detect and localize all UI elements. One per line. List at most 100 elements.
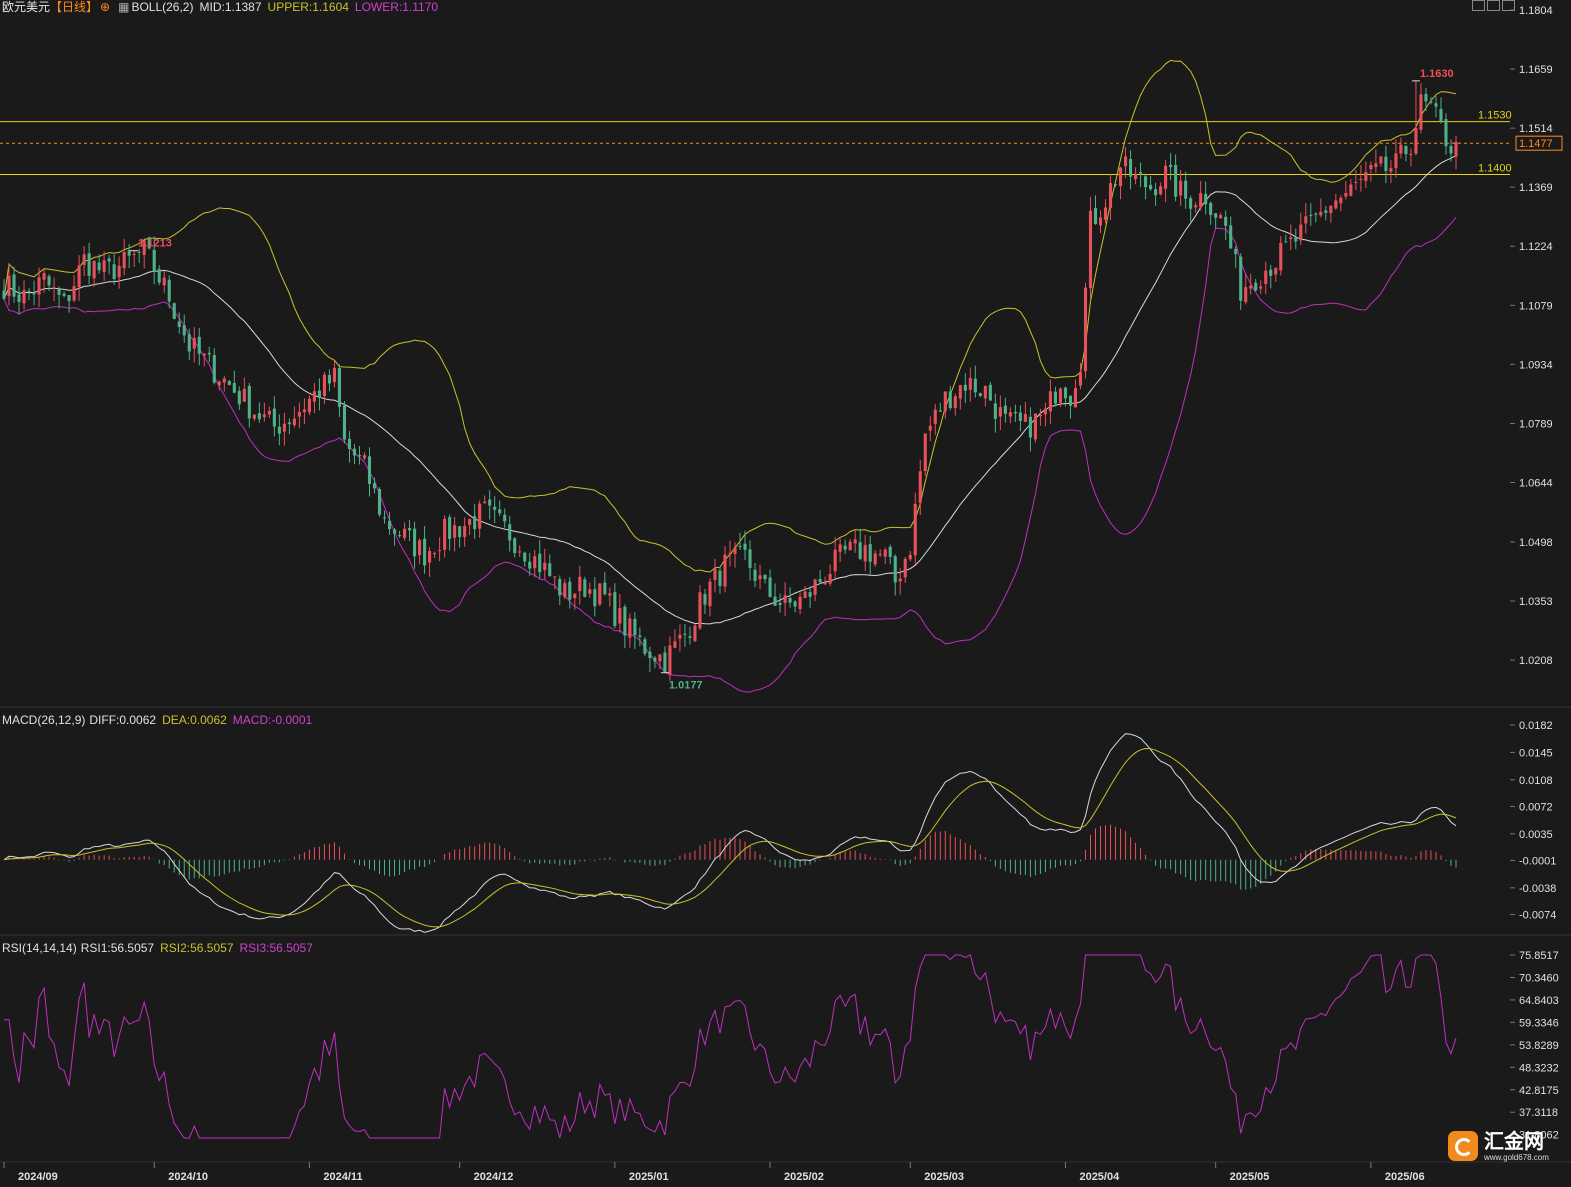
settings-icon[interactable]: ⊕ <box>100 0 111 14</box>
candle <box>428 546 432 577</box>
candle <box>598 583 602 607</box>
candle <box>1118 166 1123 200</box>
candle <box>873 549 877 567</box>
candle <box>257 402 261 423</box>
candle <box>783 582 787 616</box>
candle <box>703 588 707 614</box>
candle <box>227 380 231 386</box>
candle <box>167 275 171 309</box>
candle <box>448 514 452 551</box>
rsi-tick-label-8: 31.8062 <box>1519 1130 1559 1142</box>
candle <box>1234 245 1238 268</box>
candle <box>863 534 867 572</box>
date-label-7: 2025/04 <box>1079 1171 1120 1183</box>
candle <box>1424 87 1428 112</box>
current-price-box <box>1515 135 1563 151</box>
candle <box>728 540 732 567</box>
candle <box>1379 156 1383 167</box>
date-label-5: 2025/02 <box>784 1171 824 1183</box>
indicator-icon[interactable]: ▦ <box>118 0 130 14</box>
symbol-name[interactable]: 欧元美元 <box>2 0 51 14</box>
maximize-icon[interactable] <box>1502 0 1515 11</box>
rsi3-value: RSI3:56.5057 <box>239 941 313 955</box>
candle <box>668 636 672 681</box>
candle <box>948 385 952 411</box>
candle <box>367 447 372 497</box>
candle <box>483 495 487 504</box>
candle <box>748 540 752 581</box>
candle <box>848 538 852 551</box>
candle <box>1294 228 1298 250</box>
candle <box>87 242 91 285</box>
candle <box>698 584 702 630</box>
candle <box>1169 153 1173 181</box>
price-tick-label-10: 1.0353 <box>1519 596 1553 608</box>
macd-label: MACD(26,12,9) <box>2 713 86 727</box>
candle <box>503 508 507 528</box>
candle <box>553 576 557 590</box>
candle <box>653 655 657 669</box>
candle <box>908 550 912 562</box>
candle <box>362 452 367 461</box>
candle <box>1108 174 1113 221</box>
candle <box>453 516 457 552</box>
candle <box>408 519 412 542</box>
candle <box>7 264 11 306</box>
period-label[interactable]: 【日线】 <box>50 0 99 14</box>
candle <box>1154 182 1158 206</box>
restore-icon[interactable] <box>1487 0 1500 11</box>
candle <box>1063 386 1068 407</box>
candle <box>202 352 206 367</box>
candle <box>718 566 722 594</box>
candle <box>332 360 337 388</box>
candle <box>528 552 532 576</box>
candle <box>893 554 897 596</box>
candle <box>1344 181 1348 200</box>
candle <box>868 535 872 576</box>
candle <box>1023 401 1027 423</box>
layout-icon[interactable] <box>1472 0 1485 11</box>
candle <box>758 564 762 590</box>
candle <box>898 568 902 595</box>
candle <box>1033 413 1037 443</box>
candle <box>197 328 201 366</box>
candle <box>1128 150 1133 190</box>
candle <box>1038 408 1042 426</box>
candle <box>1229 216 1233 249</box>
candle <box>1269 264 1273 289</box>
candle <box>543 548 547 580</box>
candle <box>1179 170 1183 206</box>
rsi-tick-label-3: 59.3346 <box>1519 1017 1559 1029</box>
candle <box>1274 267 1278 282</box>
candle <box>1254 278 1258 292</box>
candle <box>77 255 81 301</box>
candle <box>928 416 932 442</box>
candle <box>1359 165 1363 192</box>
candle <box>508 516 512 552</box>
candle <box>523 551 527 567</box>
candle <box>1439 97 1443 124</box>
candle <box>67 294 71 313</box>
candle <box>17 286 21 315</box>
candle <box>1419 82 1423 134</box>
candle <box>953 393 957 416</box>
candle <box>993 393 997 433</box>
date-label-6: 2025/03 <box>924 1171 964 1183</box>
candle <box>1043 402 1047 427</box>
candle <box>1244 273 1248 305</box>
rsi-label: RSI(14,14,14) <box>2 941 77 955</box>
candle <box>778 593 782 613</box>
macd-tick-label-3: 0.0072 <box>1519 801 1553 813</box>
candle <box>1414 80 1418 156</box>
candle <box>1113 182 1118 188</box>
candle <box>983 385 987 407</box>
candle <box>1329 205 1333 223</box>
macd-dea-line <box>3 747 1457 928</box>
candle <box>37 267 41 307</box>
price-tick-label-5: 1.1079 <box>1519 300 1553 312</box>
candle <box>733 542 737 568</box>
candle <box>858 528 862 561</box>
candle <box>518 545 522 557</box>
candle <box>573 593 577 610</box>
candle <box>1219 212 1223 219</box>
